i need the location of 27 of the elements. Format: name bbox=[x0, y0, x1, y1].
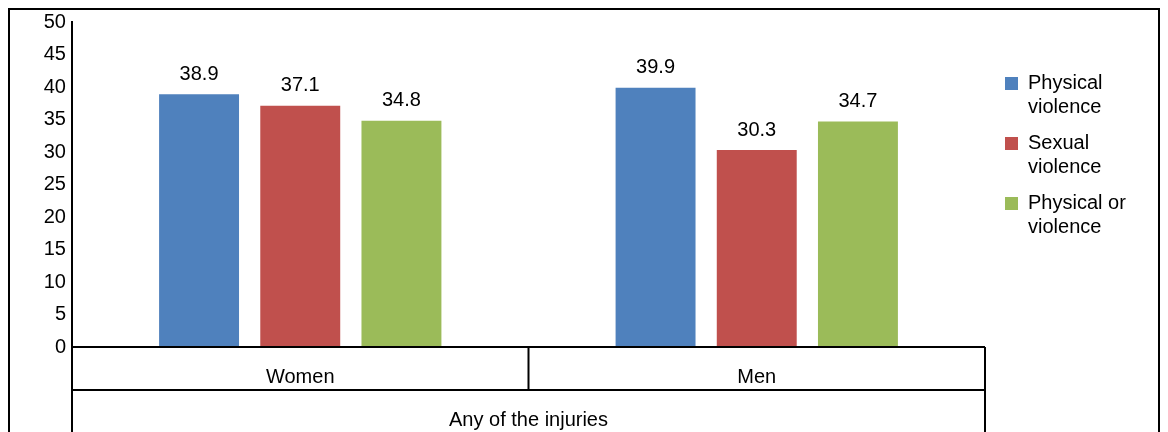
bar bbox=[817, 121, 898, 347]
y-tick-label: 10 bbox=[43, 269, 66, 292]
legend-label: Physical violence bbox=[1028, 70, 1104, 118]
y-tick-label: 15 bbox=[43, 237, 66, 260]
data-label: 39.9 bbox=[636, 55, 676, 78]
data-label: 34.7 bbox=[838, 88, 878, 111]
data-label: 30.3 bbox=[737, 117, 777, 140]
bar bbox=[260, 105, 341, 347]
bar bbox=[716, 150, 797, 347]
legend-label: Physical or violence bbox=[1028, 190, 1127, 238]
y-tick-label: 45 bbox=[43, 42, 66, 65]
y-tick-label: 5 bbox=[54, 302, 66, 325]
y-tick-label: 20 bbox=[43, 204, 66, 227]
y-tick-label: 35 bbox=[43, 107, 66, 130]
y-tick-label: 0 bbox=[54, 334, 66, 357]
y-tick-label: 50 bbox=[43, 9, 66, 32]
data-label: 37.1 bbox=[280, 73, 320, 96]
legend-label: Sexual violence bbox=[1028, 130, 1103, 178]
y-tick-label: 25 bbox=[43, 172, 66, 195]
x-axis-title: Any of the injuries bbox=[449, 407, 608, 430]
bar bbox=[361, 120, 442, 347]
y-tick-label: 30 bbox=[43, 139, 66, 162]
data-label: 38.9 bbox=[179, 61, 219, 84]
bar bbox=[159, 94, 240, 347]
data-label: 34.8 bbox=[381, 88, 421, 111]
bar bbox=[615, 87, 696, 347]
y-tick-label: 40 bbox=[43, 74, 66, 97]
